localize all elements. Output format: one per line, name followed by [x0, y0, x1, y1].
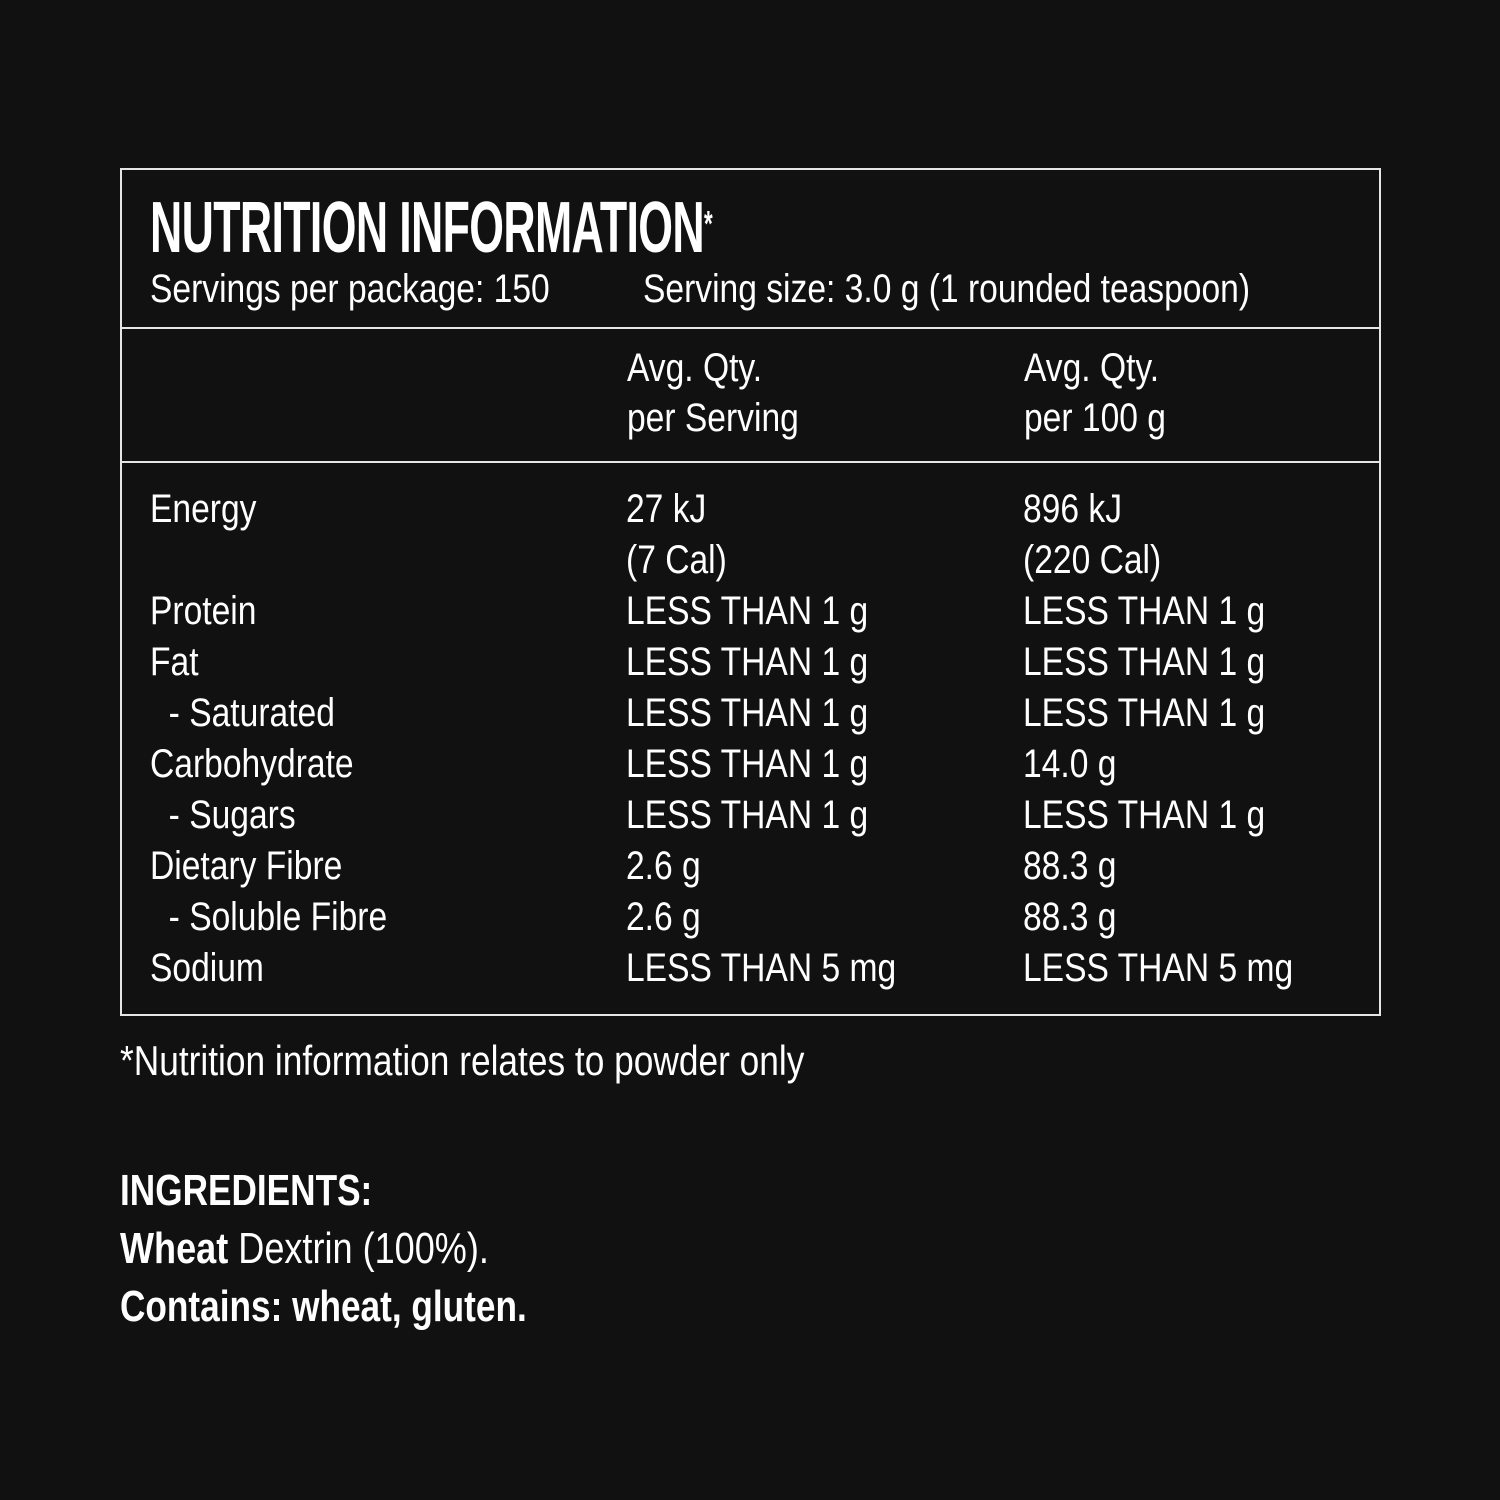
nutrient-label: - Saturated	[150, 691, 335, 735]
per-serving-value: LESS THAN 1 g	[626, 793, 869, 837]
nutrient-label: - Soluble Fibre	[150, 895, 388, 939]
nutrient-label: Dietary Fibre	[150, 844, 343, 888]
nutrient-label: Sodium	[150, 946, 264, 990]
panel-title: NUTRITION INFORMATION*	[150, 188, 713, 268]
header-per-100g: Avg. Qty. per 100 g	[1024, 346, 1166, 440]
nutrient-label: Energy	[150, 487, 257, 531]
per-100g-value: 88.3 g	[1023, 895, 1117, 939]
per-serving-value: LESS THAN 5 mg	[626, 946, 897, 990]
per-serving-value: LESS THAN 1 g	[626, 742, 869, 786]
per-100g-value: LESS THAN 1 g	[1023, 640, 1266, 684]
per-100g-value: (220 Cal)	[1023, 538, 1162, 582]
per-100g-value: LESS THAN 5 mg	[1023, 946, 1294, 990]
servings-per-package: Servings per package: 150	[150, 267, 550, 311]
per-serving-value: LESS THAN 1 g	[626, 589, 869, 633]
per-serving-value: LESS THAN 1 g	[626, 691, 869, 735]
per-100g-value: LESS THAN 1 g	[1023, 793, 1266, 837]
header-per-serving: Avg. Qty. per Serving	[627, 346, 799, 440]
divider	[122, 461, 1379, 463]
allergen-statement: Contains: wheat, gluten.	[120, 1282, 527, 1331]
per-100g-value: 14.0 g	[1023, 742, 1117, 786]
nutrient-label: - Sugars	[150, 793, 296, 837]
per-serving-value: 2.6 g	[626, 844, 701, 888]
per-100g-value: LESS THAN 1 g	[1023, 589, 1266, 633]
footnote: *Nutrition information relates to powder…	[120, 1037, 805, 1084]
per-100g-value: LESS THAN 1 g	[1023, 691, 1266, 735]
serving-size: Serving size: 3.0 g (1 rounded teaspoon)	[643, 267, 1251, 311]
divider	[122, 327, 1379, 329]
per-100g-value: 896 kJ	[1023, 487, 1123, 531]
per-serving-value: 2.6 g	[626, 895, 701, 939]
nutrition-panel: NUTRITION INFORMATION* Servings per pack…	[120, 168, 1381, 1016]
nutrient-label: Carbohydrate	[150, 742, 354, 786]
per-serving-value: LESS THAN 1 g	[626, 640, 869, 684]
ingredients-list: Wheat Dextrin (100%).	[120, 1224, 489, 1273]
per-100g-value: 88.3 g	[1023, 844, 1117, 888]
ingredients-heading: INGREDIENTS:	[120, 1166, 373, 1215]
nutrient-label: Protein	[150, 589, 257, 633]
per-serving-value: (7 Cal)	[626, 538, 727, 582]
allergen-word: Wheat	[120, 1224, 229, 1273]
nutrient-label: Fat	[150, 640, 199, 684]
per-serving-value: 27 kJ	[626, 487, 707, 531]
